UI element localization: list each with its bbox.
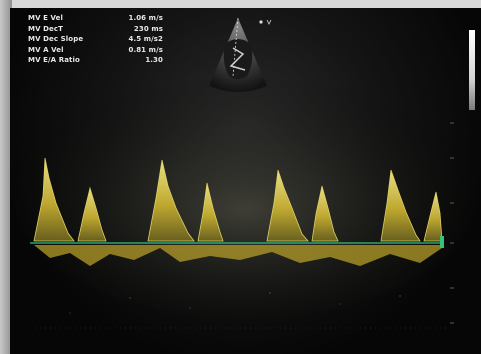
measurement-value: 230 ms (133, 24, 163, 33)
measurement-label: MV Dec Slope (28, 35, 84, 44)
measurement-row: MV E Vel 1.06 m/s (28, 13, 163, 24)
measurement-panel: MV E Vel 1.06 m/s MV DecT 230 ms MV Dec … (28, 13, 163, 66)
monitor-bezel-top (0, 0, 481, 10)
measurement-row: MV Dec Slope 4.5 m/s2 (28, 34, 163, 45)
measurement-label: MV A Vel (28, 45, 64, 54)
doppler-spectrum (15, 78, 475, 329)
measurement-value: 1.30 (145, 56, 163, 65)
measurement-value: 4.5 m/s2 (128, 35, 163, 44)
measurement-label: MV E Vel (28, 14, 64, 22)
measurement-label: MV E/A Ratio (28, 56, 80, 65)
measurement-row: MV A Vel 0.81 m/s (28, 45, 163, 56)
baseline-marker (440, 236, 444, 248)
echo-monitor-screen: MV E Vel 1.06 m/s MV DecT 230 ms MV Dec … (10, 8, 481, 354)
measurement-value: 1.06 m/s (128, 14, 163, 22)
grayscale-bar-icon (469, 30, 475, 110)
reverse-flow-trace (34, 245, 442, 266)
measurement-row: MV DecT 230 ms (28, 24, 163, 35)
monitor-bezel-left (0, 0, 12, 354)
measurement-value: 0.81 m/s (128, 45, 163, 54)
measurement-label: MV DecT (28, 24, 64, 33)
echo-sector-thumbnail-icon (209, 17, 272, 92)
e-a-waveform (33, 157, 443, 242)
measurement-row: MV E/A Ratio 1.30 (28, 55, 163, 66)
